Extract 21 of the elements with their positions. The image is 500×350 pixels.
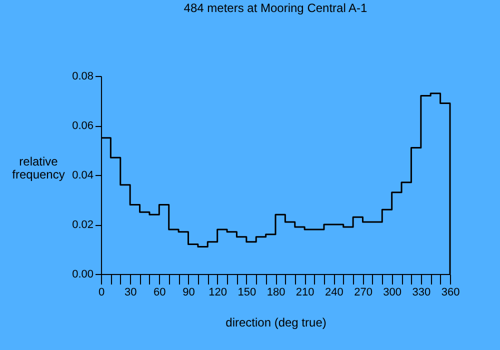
- x-tick-label: 240: [324, 286, 344, 298]
- x-tick-label: 60: [154, 286, 166, 298]
- y-tick-label: 0.00: [72, 268, 94, 280]
- y-tick-label: 0.04: [72, 170, 94, 182]
- y-tick-label: 0.06: [72, 120, 94, 132]
- x-tick-label: 180: [266, 286, 286, 298]
- x-tick-label: 210: [296, 286, 314, 298]
- x-tick-label: 120: [208, 286, 228, 298]
- x-axis-title: direction (deg true): [226, 316, 326, 330]
- x-tick-label: 0: [98, 286, 105, 298]
- chart-title: 484 meters at Mooring Central A-1: [184, 1, 368, 15]
- x-tick-label: 270: [354, 286, 372, 298]
- y-tick-label: 0.08: [72, 70, 94, 82]
- x-tick-label: 30: [124, 286, 137, 298]
- x-tick-label: 330: [412, 286, 431, 298]
- y-axis-title: relative frequency: [12, 154, 65, 182]
- x-tick-label: 300: [383, 286, 402, 298]
- x-tick-label: 90: [182, 286, 195, 298]
- x-tick-label: 150: [238, 286, 256, 298]
- x-tick-label: 360: [441, 286, 460, 298]
- y-tick-label: 0.02: [72, 219, 94, 231]
